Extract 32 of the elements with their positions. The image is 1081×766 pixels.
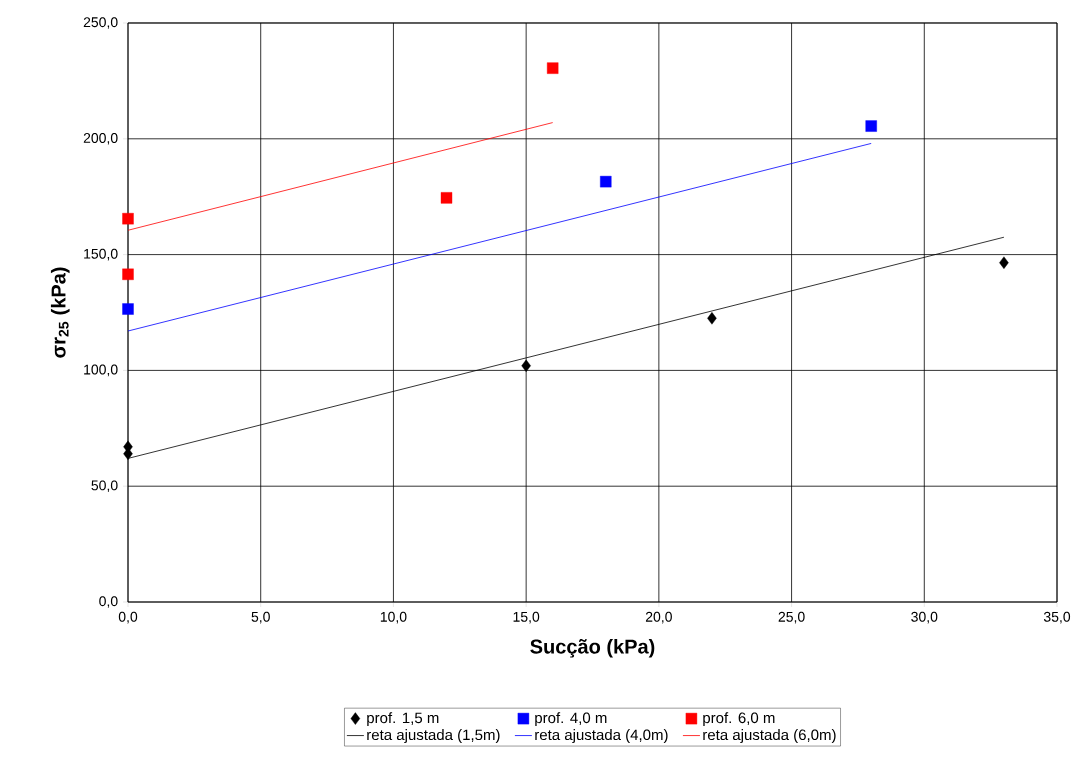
x-axis-title: Sucção (kPa) bbox=[530, 638, 655, 658]
x-tick-label: 25,0 bbox=[778, 611, 805, 624]
point bbox=[999, 256, 1009, 269]
y-axis-title: σr$_{25}$ (kPa) bbox=[50, 267, 70, 358]
point bbox=[122, 213, 134, 225]
legend-label: prof. 1,5 m bbox=[367, 712, 439, 727]
x-tick-label: 5,0 bbox=[251, 611, 270, 624]
point bbox=[865, 120, 877, 132]
x-tick-label: 30,0 bbox=[911, 611, 938, 624]
point bbox=[521, 359, 531, 372]
x-tick-label: 10,0 bbox=[380, 611, 407, 624]
legend-label: reta ajustada (4,0m) bbox=[535, 729, 668, 744]
x-tick-label: 0,0 bbox=[118, 611, 138, 624]
point bbox=[440, 192, 453, 204]
x-tick-label: 35,0 bbox=[1043, 611, 1071, 624]
y-tick-label: 250,0 bbox=[83, 17, 118, 29]
y-tick-label: 100,0 bbox=[84, 364, 118, 377]
point bbox=[600, 175, 612, 188]
y-tick-label: 50,0 bbox=[91, 480, 118, 492]
x-tick-label: 20,0 bbox=[645, 611, 672, 624]
legend-label: reta ajustada (1,5m) bbox=[367, 729, 500, 744]
point bbox=[546, 62, 559, 74]
legend-label: reta ajustada (6,0m) bbox=[703, 729, 836, 744]
point bbox=[707, 312, 717, 325]
y-tick-label: 0,0 bbox=[99, 596, 118, 608]
legend-label: prof. 4,0 m bbox=[535, 712, 607, 727]
y-tick-label: 200,0 bbox=[83, 133, 118, 145]
point bbox=[122, 303, 134, 315]
x-tick-label: 15,0 bbox=[513, 611, 540, 624]
point bbox=[122, 268, 134, 280]
legend-label: prof. 6,0 m bbox=[703, 712, 775, 727]
y-tick-label: 150,0 bbox=[84, 248, 118, 261]
